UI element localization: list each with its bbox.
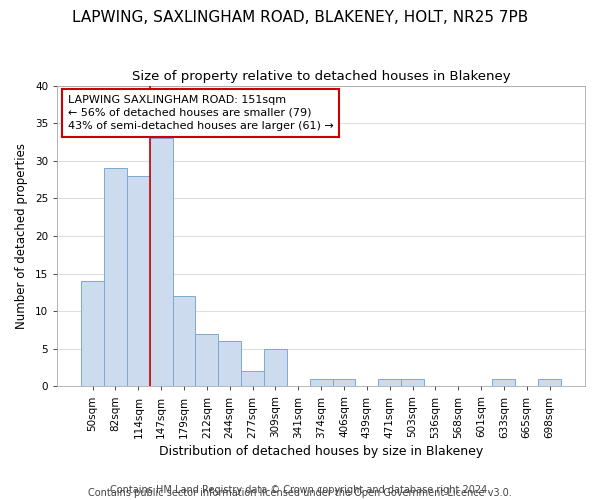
X-axis label: Distribution of detached houses by size in Blakeney: Distribution of detached houses by size …: [159, 444, 483, 458]
Text: Contains public sector information licensed under the Open Government Licence v3: Contains public sector information licen…: [88, 488, 512, 498]
Bar: [173, 296, 196, 386]
Bar: [538, 379, 561, 386]
Bar: [127, 176, 150, 386]
Bar: [332, 379, 355, 386]
Bar: [150, 138, 173, 386]
Text: Contains HM Land Registry data © Crown copyright and database right 2024.: Contains HM Land Registry data © Crown c…: [110, 485, 490, 495]
Bar: [378, 379, 401, 386]
Title: Size of property relative to detached houses in Blakeney: Size of property relative to detached ho…: [132, 70, 511, 83]
Bar: [310, 379, 332, 386]
Bar: [493, 379, 515, 386]
Text: LAPWING SAXLINGHAM ROAD: 151sqm
← 56% of detached houses are smaller (79)
43% of: LAPWING SAXLINGHAM ROAD: 151sqm ← 56% of…: [68, 94, 334, 131]
Bar: [241, 372, 264, 386]
Bar: [104, 168, 127, 386]
Bar: [401, 379, 424, 386]
Text: LAPWING, SAXLINGHAM ROAD, BLAKENEY, HOLT, NR25 7PB: LAPWING, SAXLINGHAM ROAD, BLAKENEY, HOLT…: [72, 10, 528, 25]
Bar: [81, 281, 104, 386]
Bar: [264, 349, 287, 387]
Bar: [218, 342, 241, 386]
Bar: [196, 334, 218, 386]
Y-axis label: Number of detached properties: Number of detached properties: [15, 143, 28, 329]
